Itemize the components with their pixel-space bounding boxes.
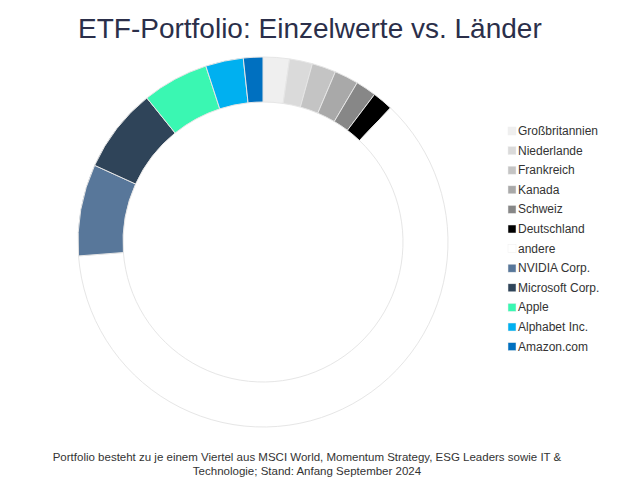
legend-label: Schweiz [518, 202, 563, 216]
slice [206, 58, 248, 109]
legend-label: Kanada [518, 183, 560, 197]
legend-label: Frankreich [518, 163, 575, 177]
title: ETF-Portfolio: Einzelwerte vs. Länder [78, 13, 542, 44]
footnote: Portfolio besteht zu je einem Viertel au… [52, 450, 562, 478]
legend-swatch [508, 343, 516, 351]
legend-label: andere [518, 242, 556, 256]
legend-label: Deutschland [518, 222, 585, 236]
legend-swatch [508, 284, 516, 292]
legend-swatch [508, 225, 516, 233]
legend-label: NVIDIA Corp. [518, 261, 590, 275]
legend-swatch [508, 264, 516, 272]
legend-swatch [508, 147, 516, 155]
legend: Großbritannien Niederlande Frankreich Kanad… [508, 124, 599, 354]
slices [78, 57, 448, 427]
slice [243, 57, 263, 103]
legend-swatch [508, 166, 516, 174]
legend-label: Alphabet Inc. [518, 320, 588, 334]
legend-swatch [508, 205, 516, 213]
legend-label: Niederlande [518, 144, 583, 158]
legend-label: Amazon.com [518, 340, 588, 354]
legend-label: Microsoft Corp. [518, 281, 599, 295]
legend-swatch [508, 323, 516, 331]
legend-swatch [508, 303, 516, 311]
legend-swatch [508, 245, 516, 253]
legend-label: Apple [518, 300, 549, 314]
legend-label: Großbritannien [518, 124, 598, 138]
legend-swatch [508, 127, 516, 135]
legend-swatch [508, 186, 516, 194]
chart: ETF-Portfolio: Einzelwerte vs. Länder Gro… [0, 0, 640, 485]
